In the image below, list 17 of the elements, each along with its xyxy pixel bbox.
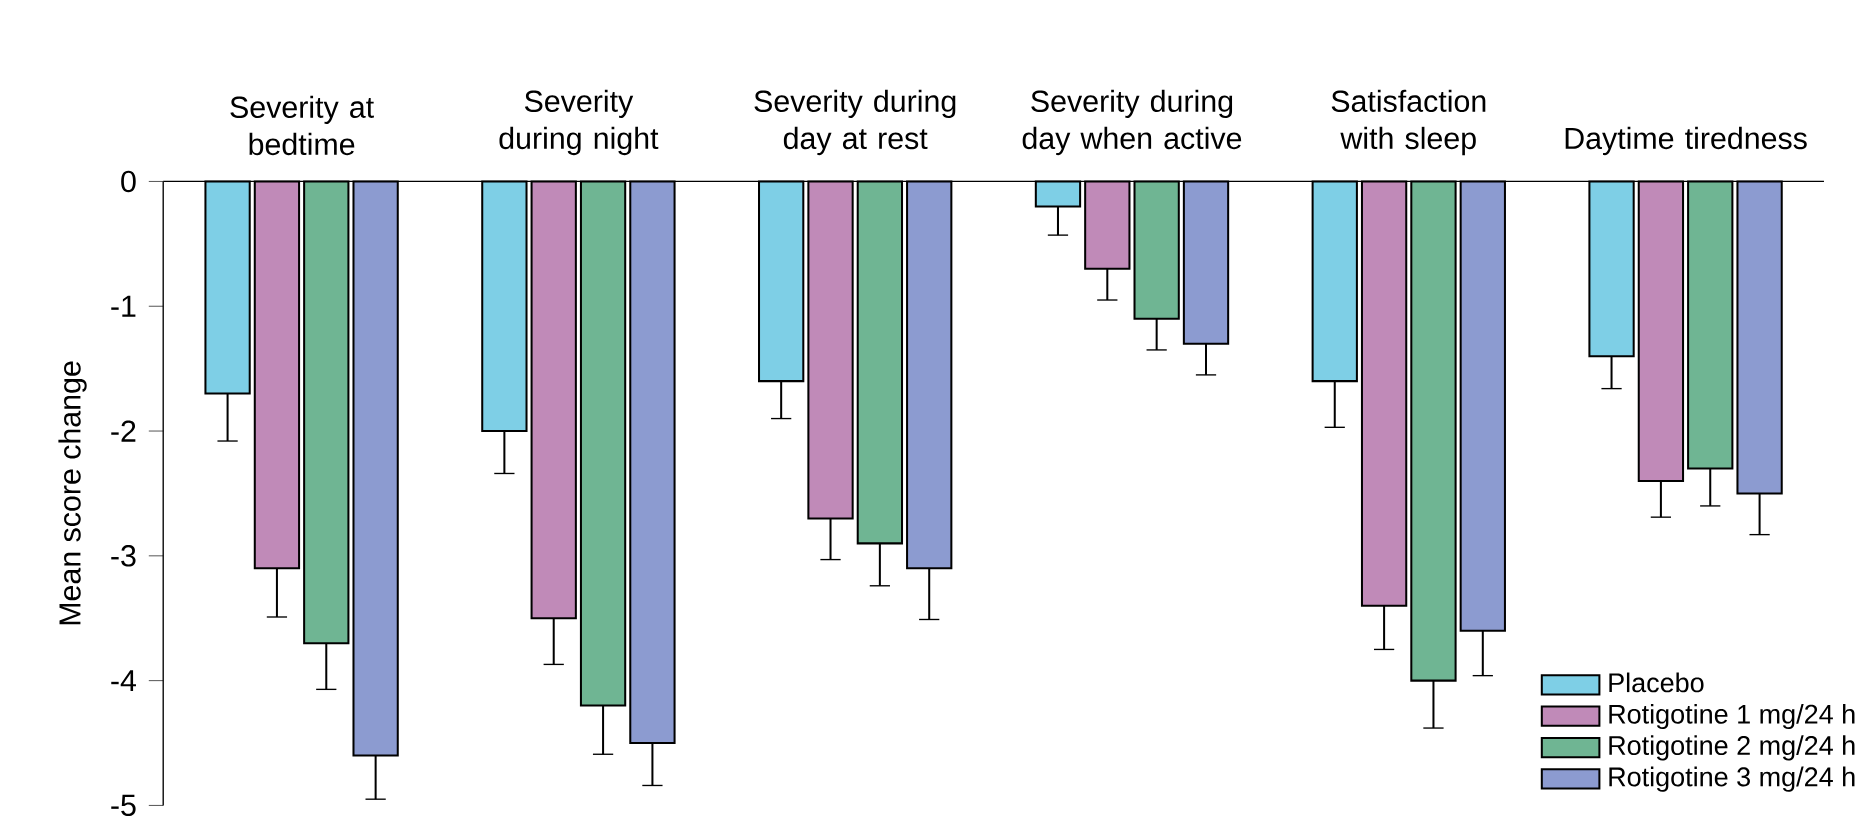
x-tick-label: Severity at bedtime (230, 95, 374, 156)
x-tick-label: Daytime tiredness (1565, 126, 1807, 156)
x-tick-label: Satisfaction with sleep (1331, 89, 1486, 156)
x-tick-label: Severity during day when active (1022, 89, 1242, 156)
y-tick-label: -5 (111, 794, 136, 817)
legend-label: Rotigotine 3 mg/24 h (1609, 766, 1855, 792)
y-axis-title: Mean score change (58, 361, 87, 625)
y-tick-label: 0 (121, 170, 136, 193)
legend-label: Rotigotine 2 mg/24 h (1609, 735, 1855, 761)
legend-label: Rotigotine 1 mg/24 h (1609, 703, 1855, 730)
x-tick-label: Severity during night (499, 89, 659, 156)
y-tick-label: -1 (111, 295, 136, 317)
y-tick-label: -2 (111, 420, 136, 442)
legend-label: Placebo (1609, 672, 1704, 693)
y-tick-label: -3 (111, 545, 136, 567)
x-tick-label: Severity during day at rest (754, 89, 956, 156)
y-tick-label: -4 (111, 670, 136, 692)
